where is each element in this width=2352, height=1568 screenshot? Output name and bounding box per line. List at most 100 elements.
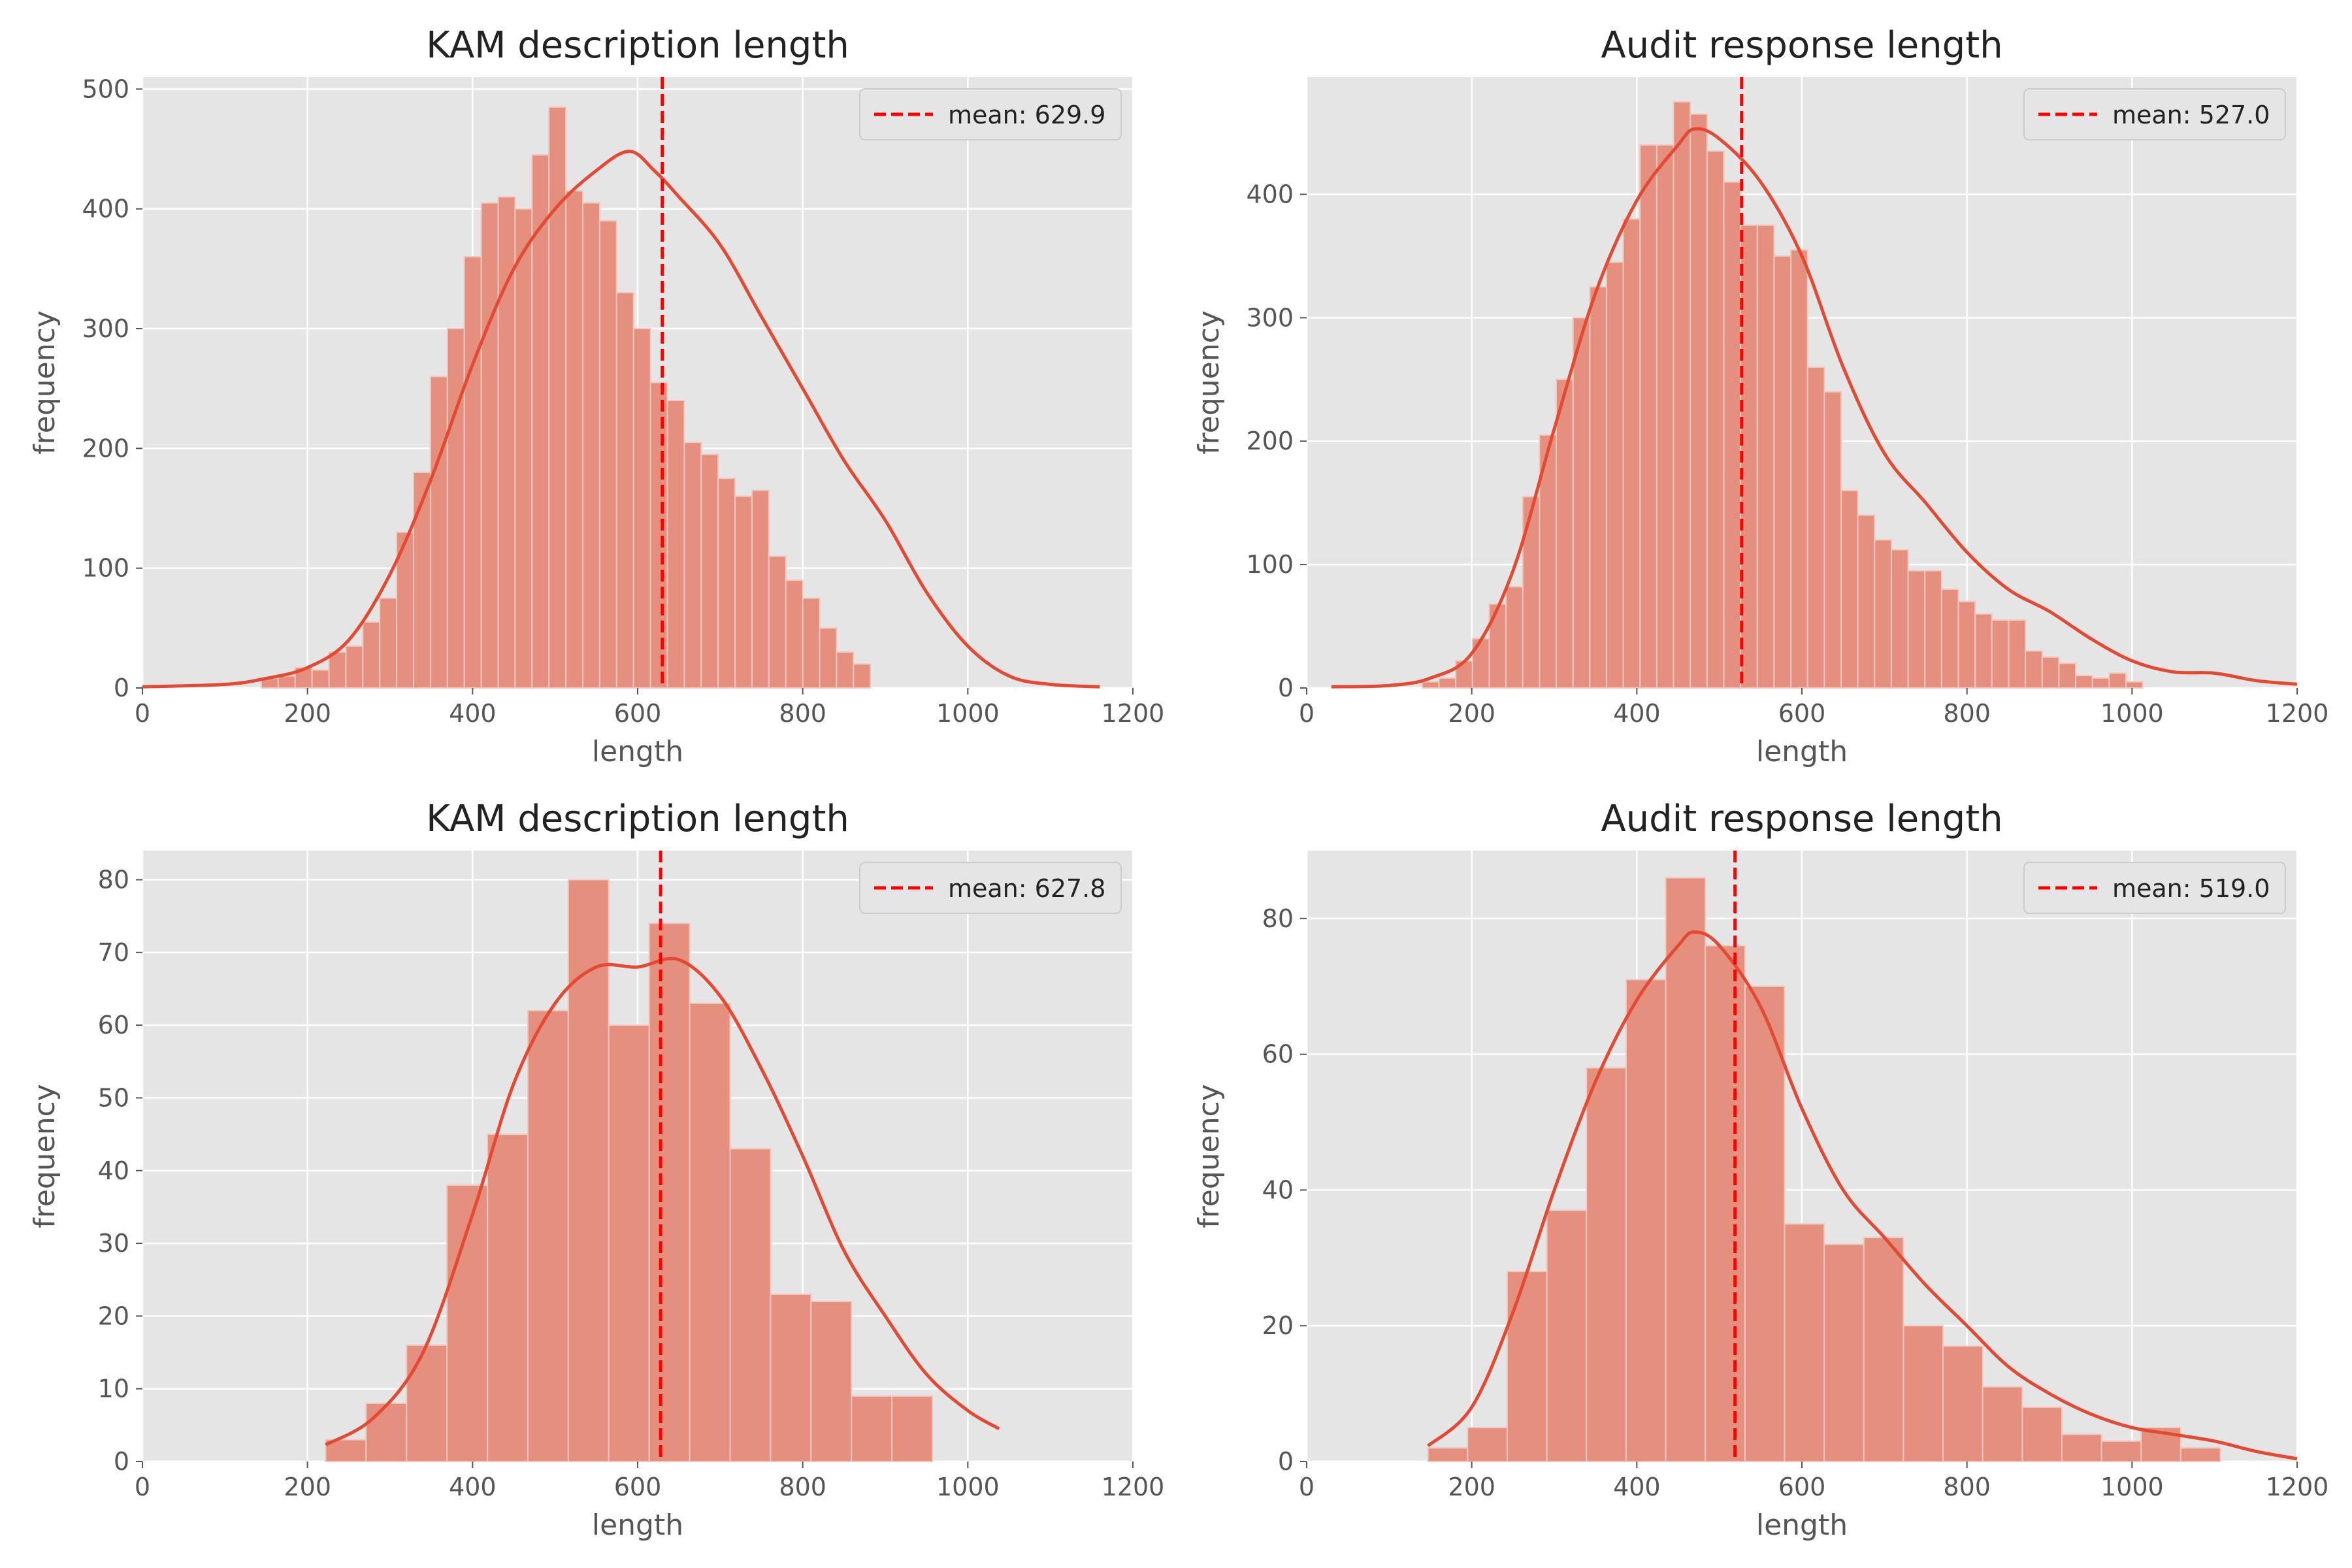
histogram-bar xyxy=(1471,638,1490,689)
x-tick-label: 1200 xyxy=(2266,1473,2329,1501)
histogram-bar xyxy=(1572,317,1591,689)
histogram-bar xyxy=(1744,985,1786,1463)
histogram-bar xyxy=(649,382,668,689)
x-tick-label: 1000 xyxy=(936,699,1000,728)
histogram-bar xyxy=(770,1293,812,1462)
histogram-bar xyxy=(1823,1243,1865,1462)
legend-label: mean: 629.9 xyxy=(948,101,1105,129)
histogram-bar xyxy=(1522,496,1541,689)
histogram-bar xyxy=(810,1301,853,1462)
histogram-bar xyxy=(1556,378,1574,689)
histogram-bar xyxy=(1840,489,1859,689)
y-tick-label: 70 xyxy=(98,938,129,967)
x-tick-label: 800 xyxy=(1943,699,1991,728)
chart-title: KAM description length xyxy=(426,24,849,67)
histogram-bar xyxy=(1784,1223,1825,1463)
histogram-bar xyxy=(548,106,567,689)
chart-panel-2: 0 200 400 600 800 1000 1200 0 100 200 300 400 Audit … xyxy=(1192,24,2328,768)
histogram-bar xyxy=(666,400,685,689)
x-tick-label: 200 xyxy=(284,1473,331,1501)
histogram-bar xyxy=(514,208,533,689)
histogram-bar xyxy=(1488,603,1507,689)
histogram-bar xyxy=(1467,1427,1508,1463)
histogram-bar xyxy=(1924,570,1942,689)
y-tick-label: 30 xyxy=(98,1229,129,1258)
histogram-bar xyxy=(2061,1433,2102,1462)
y-tick-label: 10 xyxy=(98,1375,129,1403)
histogram-bar xyxy=(1605,261,1624,689)
y-tick-label: 400 xyxy=(1246,180,1294,208)
x-tick-label: 800 xyxy=(1943,1473,1991,1501)
x-tick-label: 1200 xyxy=(2266,699,2329,728)
histogram-bar xyxy=(1857,514,1876,689)
histogram-bar xyxy=(1690,113,1708,689)
x-tick-label: 200 xyxy=(1448,1473,1495,1501)
histogram-bar xyxy=(853,663,872,689)
y-tick-label: 20 xyxy=(98,1301,129,1330)
histogram-bar xyxy=(729,1148,772,1462)
x-axis-label: length xyxy=(1756,1509,1848,1542)
y-tick-label: 400 xyxy=(82,195,129,223)
x-axis-label: length xyxy=(592,735,683,768)
histogram-bar xyxy=(1639,144,1658,689)
histogram-bar xyxy=(1505,586,1524,689)
histogram-bar xyxy=(1589,286,1607,689)
x-tick-label: 0 xyxy=(1299,699,1315,728)
histogram-bar xyxy=(2100,1440,2142,1462)
histogram-bar xyxy=(365,1402,408,1463)
histogram-bar xyxy=(2025,650,2043,689)
histogram-bar xyxy=(2008,619,2027,689)
histogram-bar xyxy=(1773,255,1792,689)
legend-box xyxy=(2023,88,2286,140)
x-tick-label: 0 xyxy=(135,1473,150,1501)
legend: mean: 627.8 xyxy=(859,862,1122,914)
y-tick-label: 40 xyxy=(1262,1175,1294,1204)
y-tick-label: 0 xyxy=(114,674,129,702)
x-tick-label: 600 xyxy=(614,1473,662,1501)
chart-panel-3: 0 200 400 600 800 1000 1200 0 10 20 30 40 50 60 70 80 KA… xyxy=(28,798,1164,1542)
histogram-bar xyxy=(1991,619,2010,689)
x-axis-label: length xyxy=(1756,735,1848,768)
histogram-bar xyxy=(565,190,583,689)
x-tick-label: 400 xyxy=(449,699,497,728)
histogram-bar xyxy=(2091,677,2110,689)
histogram-bar xyxy=(1723,181,1742,689)
histogram-bar xyxy=(1622,218,1641,689)
kde-curve xyxy=(142,150,1100,689)
histogram-bar xyxy=(429,376,448,689)
histogram-bar xyxy=(608,1024,650,1462)
histogram-bar xyxy=(1982,1386,2023,1462)
x-tick-label: 800 xyxy=(779,699,826,728)
histogram-bar xyxy=(891,1395,934,1463)
y-axis-label: frequency xyxy=(1192,310,1226,455)
x-tick-label: 400 xyxy=(1613,699,1661,728)
legend: mean: 519.0 xyxy=(2023,862,2286,914)
y-tick-label: 100 xyxy=(82,554,129,583)
histogram-bar xyxy=(1957,600,1976,689)
y-tick-label: 50 xyxy=(98,1083,129,1112)
histogram-bar xyxy=(463,256,482,689)
y-tick-label: 80 xyxy=(1262,904,1294,933)
histogram-bar xyxy=(1806,366,1825,689)
y-tick-label: 0 xyxy=(1278,674,1294,702)
histogram-bar xyxy=(480,202,499,689)
histogram-bar xyxy=(1756,224,1775,689)
chart-panel-4: 0 200 400 600 800 1000 1200 0 20 40 60 80 Audit resp… xyxy=(1192,798,2328,1542)
x-tick-label: 1200 xyxy=(1102,1473,1165,1501)
histogram-bar xyxy=(648,923,691,1463)
histogram-bar xyxy=(1823,391,1842,689)
histogram-bar xyxy=(1656,144,1674,689)
histogram-bar xyxy=(1903,1325,1944,1462)
y-axis-label: frequency xyxy=(1192,1084,1226,1228)
histogram-bar xyxy=(615,292,634,689)
histogram-bar xyxy=(379,597,398,689)
x-tick-label: 0 xyxy=(135,699,150,728)
y-tick-label: 300 xyxy=(82,314,129,343)
histogram-bar xyxy=(1890,549,1909,689)
x-tick-label: 200 xyxy=(1448,699,1495,728)
histogram-bar xyxy=(2021,1406,2063,1463)
chart-title: Audit response length xyxy=(1601,24,2002,67)
histogram-bar xyxy=(2108,672,2127,689)
histogram-bar xyxy=(2125,681,2144,689)
